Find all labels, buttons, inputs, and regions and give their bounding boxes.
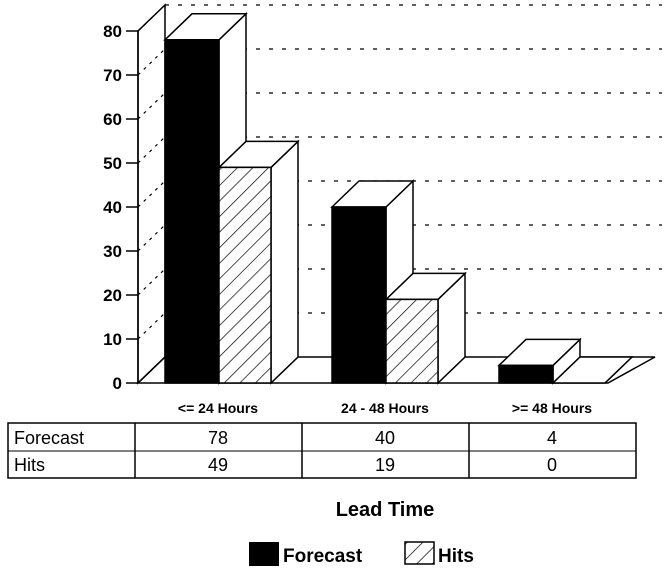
y-tick-label: 0 <box>113 374 122 393</box>
legend-label-forecast: Forecast <box>283 546 363 567</box>
x-tick-label: <= 24 Hours <box>178 400 258 416</box>
y-tick-label: 20 <box>103 286 122 305</box>
x-tick-label: 24 - 48 Hours <box>341 400 429 416</box>
data-table-cell: 78 <box>208 428 228 448</box>
bar-hits-side <box>270 139 299 385</box>
legend-label-hits: Hits <box>438 546 474 567</box>
bar-hits <box>217 139 300 385</box>
legend-swatch-hits <box>404 541 435 565</box>
y-tick-label: 80 <box>103 22 122 41</box>
bar-hits-front <box>218 166 272 384</box>
gridline-wall <box>137 92 166 120</box>
floor <box>136 356 656 384</box>
data-table-row-label: Hits <box>14 455 45 475</box>
bar-hits <box>384 271 467 385</box>
bar-forecast <box>497 337 582 385</box>
legend: Forecast Hits <box>249 541 474 567</box>
y-tick-label: 50 <box>103 154 122 173</box>
gridline-wall <box>137 268 166 296</box>
bars <box>163 12 634 385</box>
data-table-row-label: Forecast <box>14 428 84 448</box>
gridline-wall <box>137 312 166 340</box>
y-tick-label: 10 <box>103 330 122 349</box>
gridline-wall <box>137 4 166 32</box>
bar-hits-top <box>551 356 634 384</box>
bar-hits-front <box>385 298 439 384</box>
gridline-wall <box>137 224 166 252</box>
x-tick-labels: <= 24 Hours 24 - 48 Hours >= 48 Hours <box>178 400 592 416</box>
y-tick-label: 60 <box>103 110 122 129</box>
data-table-cell: 49 <box>208 455 228 475</box>
y-tick-label: 40 <box>103 198 122 217</box>
bar-forecast-front <box>164 39 220 384</box>
bar-forecast-front <box>331 206 387 384</box>
x-axis-title: Lead Time <box>336 499 435 521</box>
y-tick-label: 30 <box>103 242 122 261</box>
data-table-cell: 40 <box>375 428 395 448</box>
data-table-cell: 19 <box>375 455 395 475</box>
gridline-wall <box>137 136 166 164</box>
legend-swatch-forecast <box>249 542 279 566</box>
y-tick-label: 70 <box>103 66 122 85</box>
data-table-cell: 0 <box>547 455 557 475</box>
data-table: Forecast 78 40 4 Hits 49 19 0 <box>7 422 637 479</box>
y-axis: 0 10 20 30 40 50 60 70 80 <box>103 22 139 393</box>
gridline-wall <box>137 180 166 208</box>
gridline-wall <box>137 48 166 76</box>
x-tick-label: >= 48 Hours <box>512 400 592 416</box>
data-table-cell: 4 <box>547 428 557 448</box>
bar-hits <box>551 356 634 384</box>
bar-forecast-front <box>498 364 554 384</box>
